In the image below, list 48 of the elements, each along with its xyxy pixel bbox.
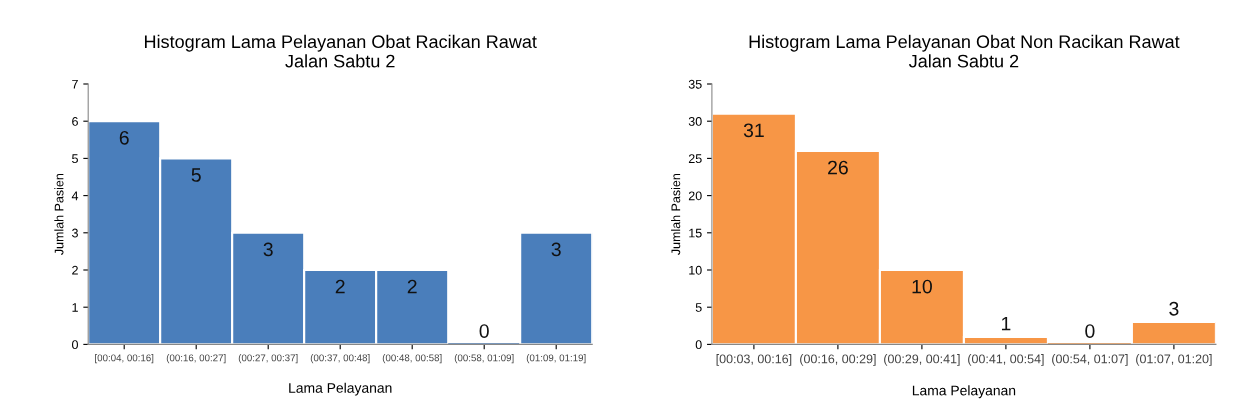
x-tick-label: [00:04, 00:16]	[95, 354, 154, 364]
x-tick-label: (00:27, 00:37]	[238, 354, 298, 364]
y-tick-label: 10	[689, 265, 702, 275]
x-tick-label: (01:07, 01:20]	[1136, 354, 1212, 366]
y-tick-label: 20	[688, 191, 702, 201]
y-axis-title: Jumlah Pasien	[54, 174, 64, 255]
x-tick-label: (00:48, 00:58]	[382, 354, 442, 364]
data-label: 2	[335, 279, 345, 294]
x-tick-label: (01:09, 01:19]	[526, 354, 586, 364]
y-tick-label: 7	[72, 79, 78, 89]
x-tick-label: (00:16, 00:27]	[166, 354, 226, 364]
data-label: 0	[1085, 324, 1095, 338]
x-tick-label: (00:41, 00:54]	[968, 354, 1044, 366]
x-tick-label: (00:54, 01:07]	[1052, 354, 1128, 366]
data-label: 1	[1001, 316, 1011, 331]
y-tick-label: 0	[72, 340, 78, 350]
chart-title: Histogram Lama Pelayanan Obat Racikan Rawat Jalan Sabtu 2	[144, 34, 537, 68]
data-label: 0	[479, 324, 489, 338]
x-axis-title: Lama Pelayanan	[912, 385, 1016, 399]
x-tick-label: (00:37, 00:48]	[310, 354, 370, 364]
y-tick-label: 35	[688, 79, 702, 89]
y-tick-label: 4	[71, 191, 79, 201]
y-tick-label: 5	[72, 154, 78, 164]
y-tick-label: 5	[695, 303, 702, 312]
x-tick-label: (00:58, 01:09]	[454, 354, 514, 364]
y-tick-label: 0	[695, 340, 702, 350]
data-label: 5	[191, 168, 201, 182]
data-label: 2	[407, 279, 417, 294]
x-tick-label: (00:29, 00:41]	[884, 354, 960, 366]
y-tick-label: 30	[688, 117, 702, 126]
y-tick-label: 1	[72, 303, 78, 312]
data-label: 31	[743, 123, 764, 138]
data-label: 26	[828, 160, 848, 175]
y-tick-label: 3	[72, 228, 78, 238]
data-label: 3	[551, 242, 561, 257]
chart-title: Histogram Lama Pelayanan Obat Non Racikan Rawat Jalan Sabtu 2	[749, 34, 1180, 68]
x-axis-title: Lama Pelayanan	[289, 382, 392, 396]
y-tick-label: 15	[689, 228, 702, 238]
y-tick-label: 25	[688, 154, 702, 164]
y-tick-label: 6	[72, 117, 78, 126]
x-tick-label: (00:16, 00:29]	[800, 354, 876, 366]
data-label: 6	[119, 130, 129, 145]
data-label: 10	[912, 279, 932, 294]
y-axis-title: Jumlah Pasien	[671, 174, 681, 255]
data-label: 3	[263, 242, 273, 257]
y-tick-label: 2	[72, 265, 78, 275]
x-tick-label: [00:03, 00:16]	[716, 354, 792, 366]
data-label: 3	[1169, 301, 1179, 316]
